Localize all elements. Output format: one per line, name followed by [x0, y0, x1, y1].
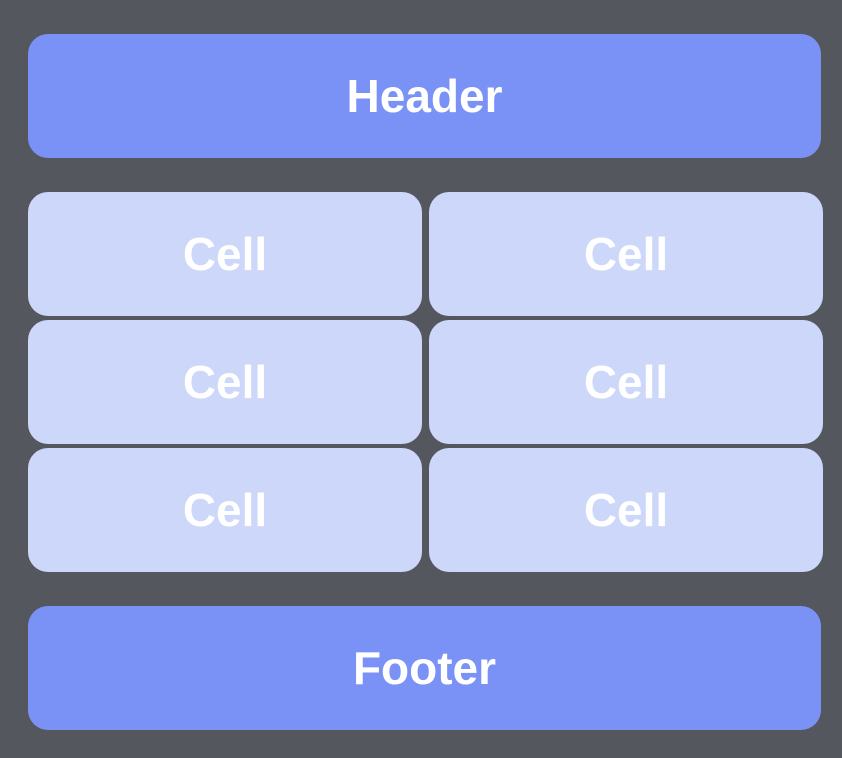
footer-label: Footer — [352, 642, 497, 694]
header-block: Header — [28, 34, 821, 158]
cell-label: Cell — [583, 356, 669, 408]
grid-cell: Cell — [429, 192, 823, 316]
cell-label: Cell — [182, 356, 268, 408]
cell-label: Cell — [583, 228, 669, 280]
cell-label: Cell — [182, 484, 268, 536]
header-label: Header — [346, 70, 503, 122]
cell-label: Cell — [583, 484, 669, 536]
grid-cell: Cell — [429, 320, 823, 444]
grid-cell: Cell — [429, 448, 823, 572]
cell-label: Cell — [182, 228, 268, 280]
footer-block: Footer — [28, 606, 821, 730]
grid-cell: Cell — [28, 448, 422, 572]
grid-cell: Cell — [28, 320, 422, 444]
grid-cell: Cell — [28, 192, 422, 316]
